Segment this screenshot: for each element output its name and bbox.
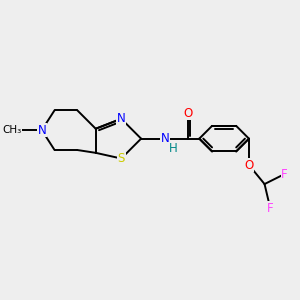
Text: N: N: [38, 124, 46, 136]
Text: H: H: [169, 142, 178, 154]
Text: N: N: [161, 132, 170, 145]
Text: S: S: [118, 152, 125, 165]
Text: F: F: [281, 168, 288, 181]
Text: F: F: [267, 202, 274, 215]
Text: O: O: [183, 106, 193, 120]
Text: CH₃: CH₃: [3, 125, 22, 135]
Text: O: O: [244, 158, 254, 172]
Text: N: N: [117, 112, 126, 125]
